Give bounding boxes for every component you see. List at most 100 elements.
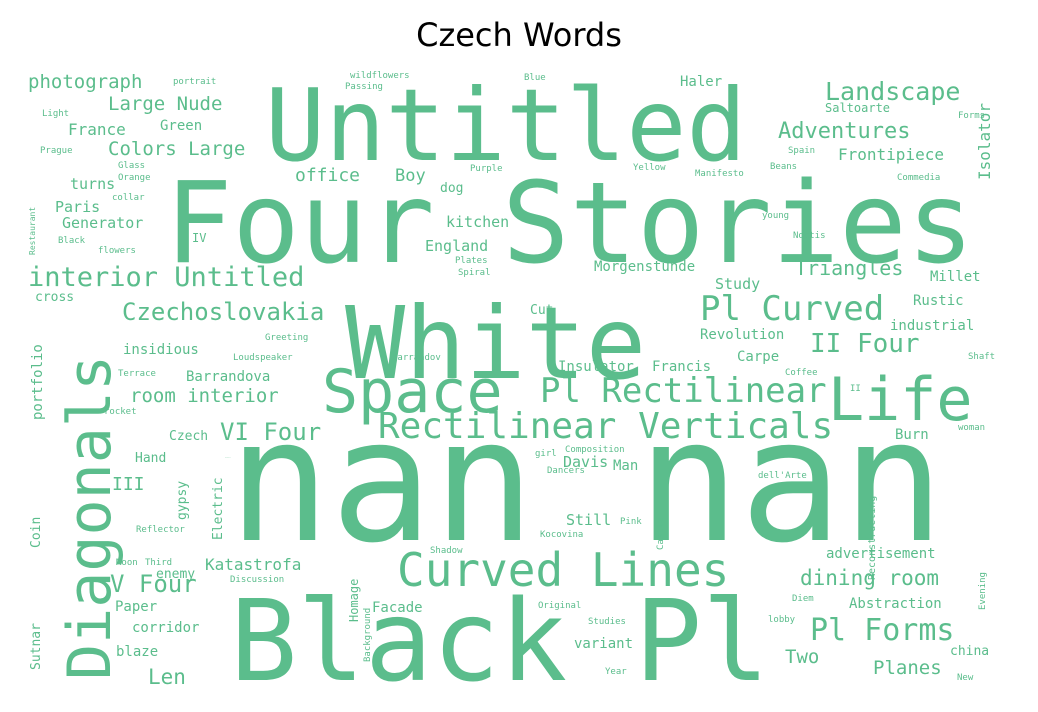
word-life-6: Life [828, 365, 973, 435]
word-millet-56: Millet [930, 269, 981, 285]
word-carpe-60: Carpe [737, 349, 779, 365]
word-adventures-19: Adventures [778, 119, 910, 144]
word-kocovina-96: Kocovina [540, 530, 583, 540]
word-forms-121: Forms [958, 111, 985, 121]
word-studies-89: Studies [588, 617, 626, 627]
word-dog-70: dog [440, 181, 463, 196]
word-coin-75: Coin [29, 517, 44, 548]
word-office-29: office [295, 165, 360, 186]
word-revolution-59: Revolution [700, 327, 784, 343]
word-burn-61: Burn [895, 427, 929, 443]
word-england-41: England [425, 237, 488, 255]
word-beans-116: Beans [770, 162, 797, 172]
word-insulator-46: Insulator [558, 359, 634, 375]
word-pl-forms-12: Pl Forms [810, 613, 955, 648]
word-kitchen-42: kitchen [446, 213, 509, 231]
word-large-nude-23: Large Nude [108, 93, 222, 115]
word-terrace-103: Terrace [118, 369, 156, 379]
word-vi-four-17: VI Four [220, 418, 321, 446]
word-paris-38: Paris [55, 198, 100, 216]
word-cut-80: Cut [530, 303, 553, 318]
word-spiral-112: Spiral [458, 268, 491, 278]
word-interior-untitled-13: interior Untitled [28, 262, 304, 293]
word-len-22: Len [148, 665, 186, 689]
word-iii-31: III [112, 474, 145, 495]
word-barrandov-106: Barrandov [392, 353, 441, 363]
word-katastrofa-34: Katastrofa [205, 555, 301, 574]
word-yellow-118: Yellow [633, 163, 666, 173]
word-black-131: Black [58, 236, 86, 246]
word-frontipiece-33: Frontipiece [838, 145, 944, 164]
word-haler-63: Haler [680, 74, 722, 90]
word-homage-81: Homage [347, 579, 361, 622]
word-glass-128: Glass [118, 161, 145, 171]
word-blaze-53: blaze [116, 644, 158, 660]
word-restaurant-133: Restaurant [28, 207, 37, 255]
word-portrait-125: portrait [173, 77, 216, 87]
word-facade-55: Facade [372, 600, 423, 616]
word-shadow-87: Shadow [430, 546, 463, 556]
word-iv-77: IV [192, 231, 206, 245]
word-morgenstunde-43: Morgenstunde [594, 259, 695, 275]
word-flowers-132: flowers [98, 246, 136, 256]
word-paper-51: Paper [115, 599, 157, 615]
word-ii-109: II [850, 384, 861, 394]
word-electric-71: Electric [211, 477, 226, 540]
word-spain-120: Spain [788, 146, 815, 156]
word-orange-129: Orange [118, 173, 151, 183]
word-china-69: china [950, 644, 989, 659]
word-four-stories-1: Four Stories [165, 159, 974, 289]
word-boy-30: Boy [395, 166, 426, 186]
word-gypsy-72: gypsy [175, 481, 190, 520]
word-hand-66: Hand [135, 451, 166, 466]
chart-title: Czech Words [416, 16, 622, 54]
word-evening-93: Evening [978, 572, 988, 610]
word-france-32: France [68, 120, 126, 139]
word-rocket-104: rocket [104, 407, 137, 417]
word-enemy-65: enemy [156, 567, 195, 582]
word-room-interior-26: room interior [130, 385, 279, 407]
word-purple-119: Purple [470, 164, 503, 174]
word-isolator-35: Isolator [975, 103, 994, 180]
word-abstraction-50: Abstraction [849, 596, 942, 612]
word-photograph-25: photograph [28, 71, 142, 93]
word-original-88: Original [538, 601, 581, 611]
word-rectilinear-verticals-9: Rectilinear Verticals [378, 406, 833, 447]
word-castle-95: Castle [656, 517, 666, 550]
word-turns-40: turns [70, 175, 115, 193]
word-landscape-14: Landscape [825, 77, 960, 106]
word-reflector-83: Reflector [136, 525, 185, 535]
word-young-114: young [762, 211, 789, 221]
word-cross-68: cross [35, 290, 74, 305]
word-nan-nan-0: nan nan [228, 383, 944, 581]
word-greeting-110: Greeting [265, 333, 308, 343]
word-white-4: White [345, 285, 646, 402]
word-barrandova-44: Barrandova [186, 369, 270, 385]
word-davis-36: Davis [563, 453, 608, 471]
word-new-94: New [957, 673, 974, 683]
word-reconstructing-78: Reconstructing [867, 496, 878, 580]
word-shaft-108: Shaft [968, 352, 995, 362]
word-diagonals-73: Diagonals [225, 457, 231, 459]
word-industrial-58: industrial [890, 318, 974, 334]
word-discussion-86: Discussion [230, 575, 284, 585]
word-black-pl-2: Black Pl [230, 577, 769, 707]
word-dancers-98: Dancers [547, 466, 585, 476]
word-dining-room-21: dining room [800, 566, 939, 590]
word-girl-102: girl [535, 449, 557, 459]
word-year-90: Year [605, 667, 627, 677]
word-composition-101: Composition [565, 445, 625, 455]
word-woman-100: woman [958, 423, 985, 433]
word-prague-127: Prague [40, 146, 73, 156]
word-collar-130: collar [112, 193, 145, 203]
word-sutnar-76: Sutnar [29, 623, 44, 670]
word-moon-84: Moon [116, 558, 138, 568]
word-background-82: Background [363, 608, 373, 662]
word-light-126: Light [42, 109, 69, 119]
word-wildflowers-124: wildflowers [350, 71, 410, 81]
word-noctis-111: Noctis [793, 231, 826, 241]
word-passing-123: Passing [345, 82, 383, 92]
word-advertisement-49: advertisement [826, 546, 936, 562]
word-ii-four-16: II Four [810, 329, 920, 359]
